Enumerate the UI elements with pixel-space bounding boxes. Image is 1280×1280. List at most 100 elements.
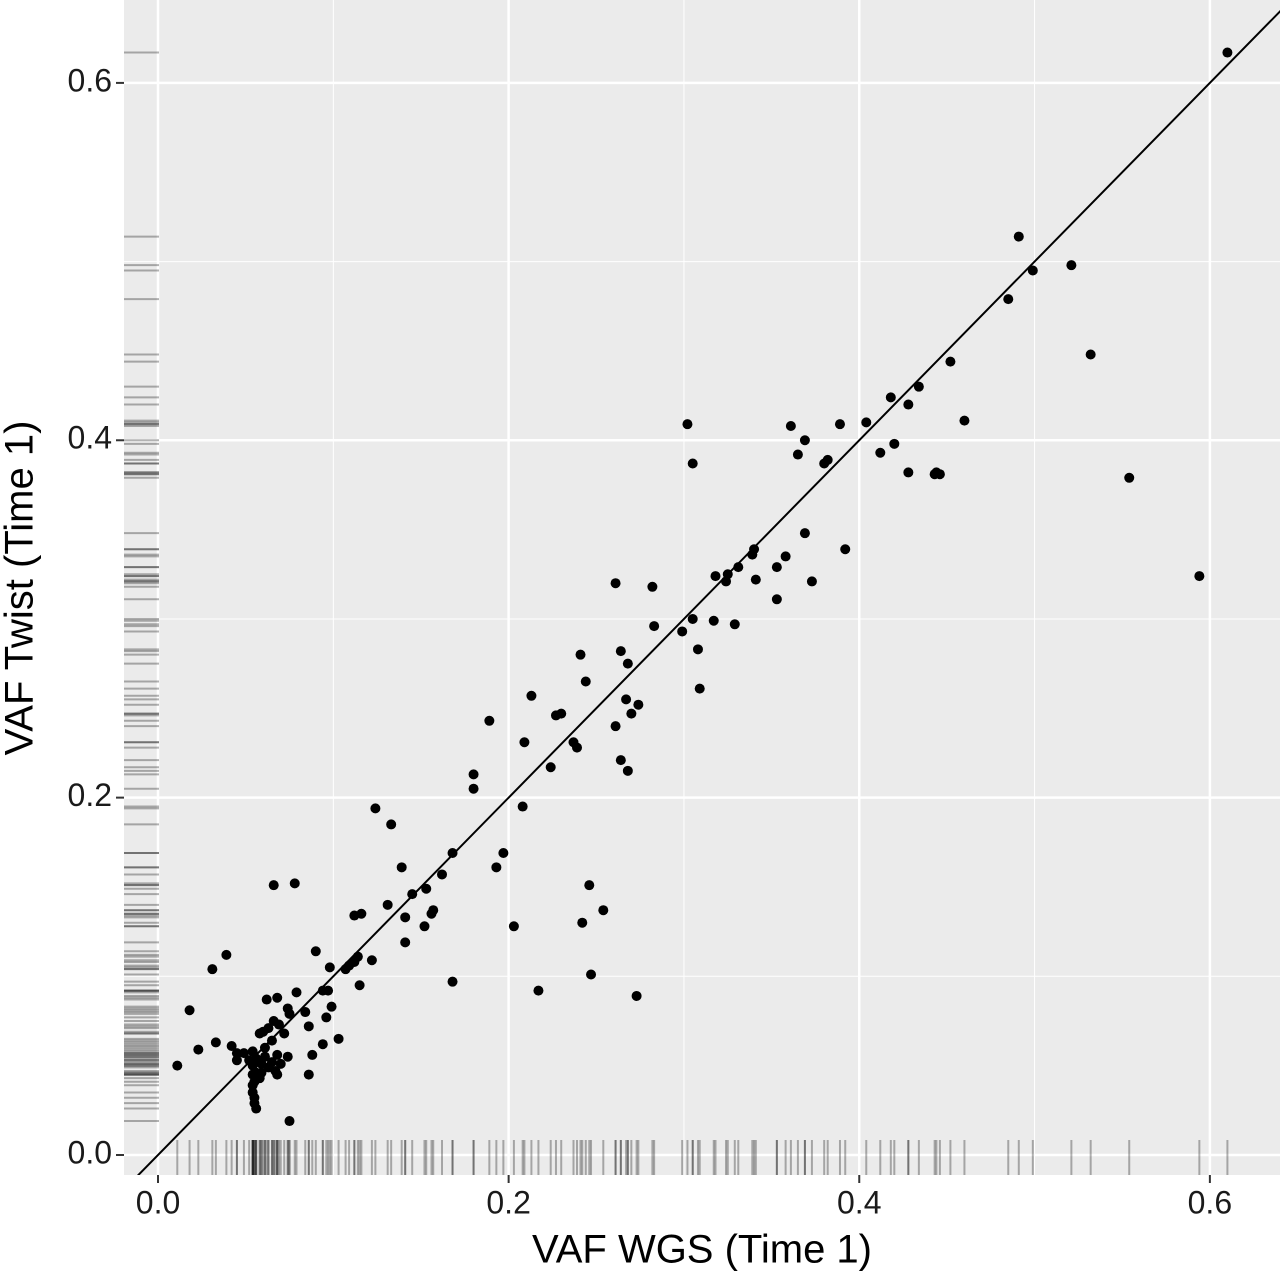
point (193, 1044, 204, 1055)
x-tick-label: 0.0 (136, 1184, 180, 1220)
point (272, 1069, 283, 1080)
point (945, 356, 956, 367)
point (692, 644, 703, 655)
point (284, 1116, 295, 1127)
point (580, 676, 591, 687)
point (226, 1040, 237, 1051)
point (291, 987, 302, 998)
point (273, 1019, 284, 1030)
point (889, 438, 900, 449)
point (631, 990, 642, 1001)
point (251, 1103, 262, 1114)
point (447, 848, 458, 859)
point (1194, 571, 1205, 582)
point (819, 458, 830, 469)
point (633, 699, 644, 710)
point (610, 721, 621, 732)
point (396, 862, 407, 873)
x-tick-label: 0.2 (486, 1184, 530, 1220)
point (875, 447, 886, 458)
point (622, 658, 633, 669)
point (268, 880, 279, 891)
marks (136, 10, 1280, 1175)
point (310, 946, 321, 957)
point (785, 420, 796, 431)
point (710, 571, 721, 582)
point (615, 755, 626, 766)
point (572, 742, 583, 753)
y-axis-title: VAF Twist (Time 1) (0, 421, 42, 756)
point (275, 1058, 286, 1069)
point (792, 449, 803, 460)
point (238, 1048, 249, 1059)
point (694, 683, 705, 694)
point (903, 467, 914, 478)
point (1013, 231, 1024, 242)
point (598, 905, 609, 916)
point (677, 626, 688, 637)
point (221, 949, 232, 960)
point (615, 646, 626, 657)
point (207, 964, 218, 975)
point (272, 992, 283, 1003)
point (1003, 294, 1014, 305)
point (498, 848, 509, 859)
point (382, 899, 393, 910)
point (484, 715, 495, 726)
point (647, 581, 658, 592)
point (333, 1033, 344, 1044)
point (519, 737, 530, 748)
point (750, 574, 761, 585)
point (733, 562, 744, 573)
point (861, 417, 872, 428)
y-tick-label: 0.2 (68, 777, 112, 813)
point (771, 594, 782, 605)
point (307, 1049, 318, 1060)
point (259, 1042, 270, 1053)
grid (124, 0, 1280, 1175)
point (324, 962, 335, 973)
point (577, 917, 588, 928)
point (508, 921, 519, 932)
point (210, 1037, 221, 1048)
point (687, 458, 698, 469)
axes: 0.0 0.2 0.4 0.6 0.0 0.2 0.4 0.6 (68, 62, 1233, 1220)
x-tick-label: 0.4 (837, 1184, 881, 1220)
point (400, 912, 411, 923)
panel (124, 0, 1280, 1175)
point (621, 694, 632, 705)
point (303, 1021, 314, 1032)
point (708, 615, 719, 626)
point (1027, 265, 1038, 276)
point (254, 1028, 265, 1039)
point (354, 980, 365, 991)
point (1222, 47, 1233, 58)
point (610, 578, 621, 589)
point (1066, 260, 1077, 271)
point (321, 1012, 332, 1023)
point (649, 621, 660, 632)
point (421, 883, 432, 894)
point (279, 1028, 290, 1039)
point (959, 415, 970, 426)
point (586, 969, 597, 980)
y-tick-label: 0.0 (68, 1134, 112, 1170)
point (437, 869, 448, 880)
point (806, 576, 817, 587)
point (584, 880, 595, 891)
point (340, 964, 351, 975)
point (526, 690, 537, 701)
point (885, 392, 896, 403)
point (317, 1039, 328, 1050)
point (282, 1051, 293, 1062)
point (247, 1080, 258, 1091)
point (517, 801, 528, 812)
point (272, 1049, 283, 1060)
point (491, 862, 502, 873)
point (349, 910, 360, 921)
point (323, 985, 334, 996)
point (300, 1007, 311, 1018)
point (231, 1048, 242, 1059)
point (626, 708, 637, 719)
